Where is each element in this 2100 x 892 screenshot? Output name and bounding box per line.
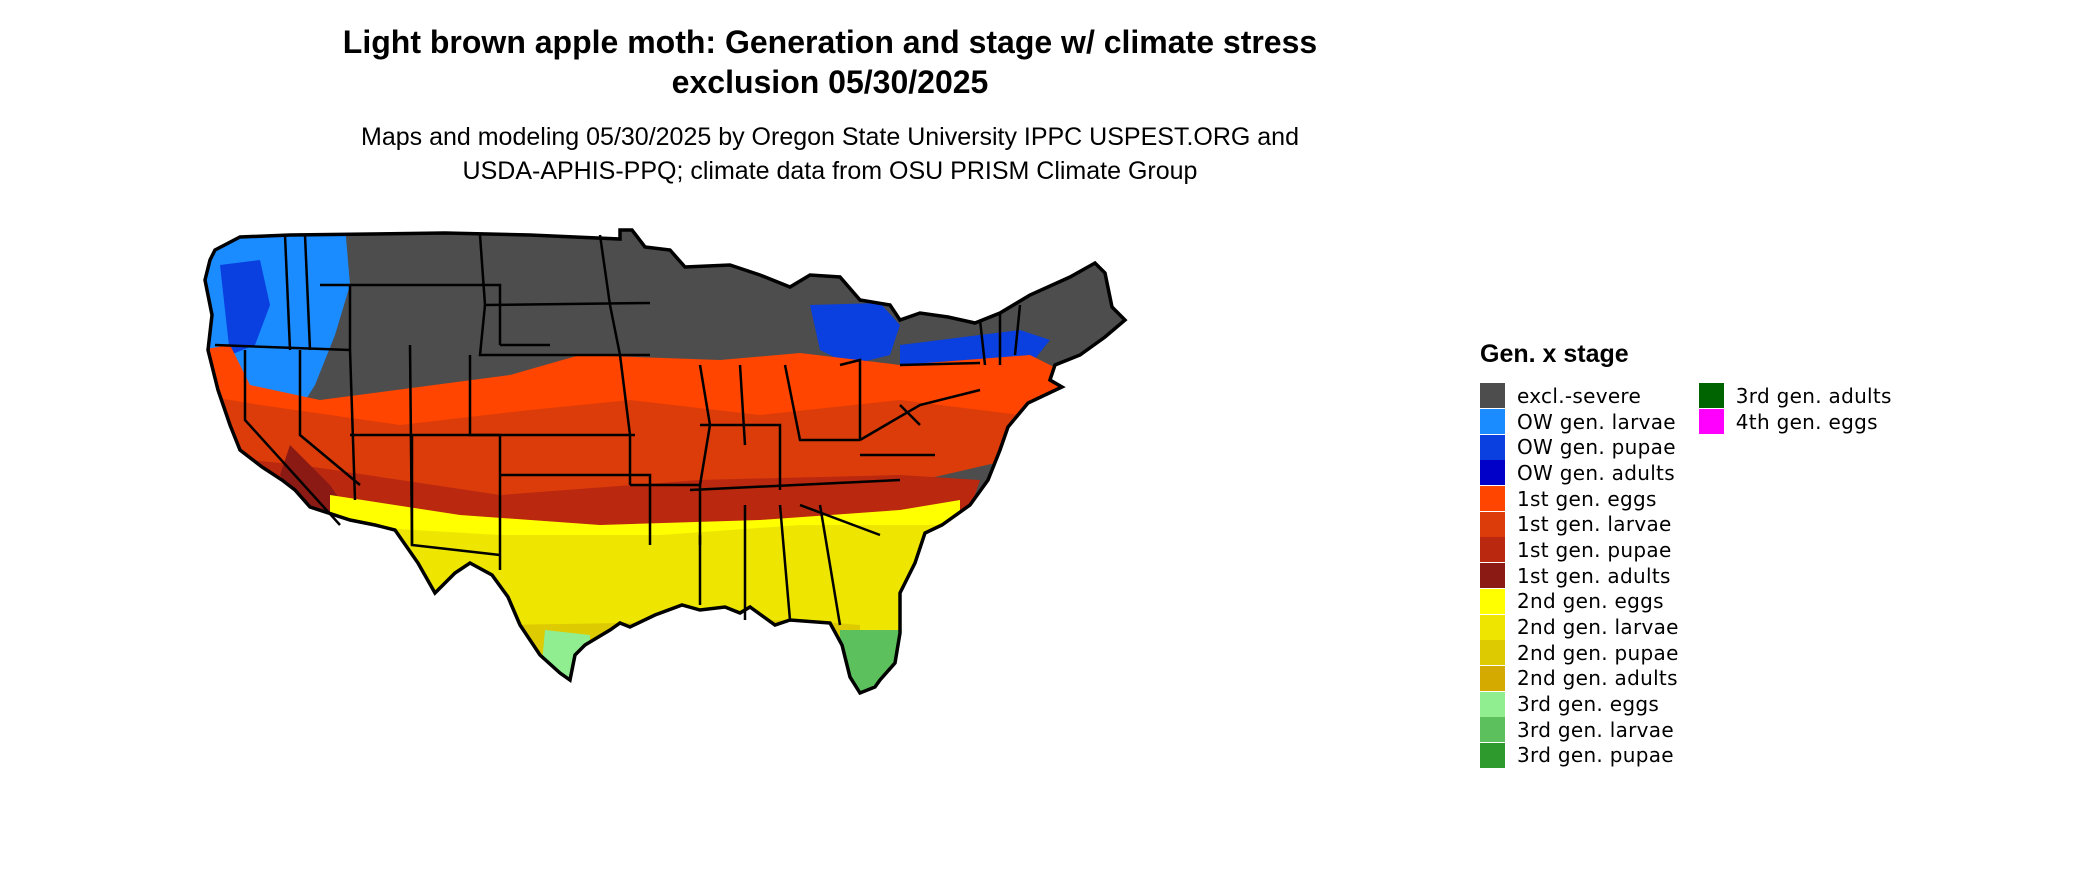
- legend-label: 1st gen. eggs: [1517, 486, 1657, 511]
- legend-swatch: [1480, 691, 1505, 717]
- legend-swatch: [1480, 742, 1505, 768]
- map-legend: Gen. x stage excl.-severe OW gen. larvae…: [1480, 340, 1892, 768]
- legend-item: 3rd gen. eggs: [1480, 691, 1679, 717]
- legend-item: 2nd gen. eggs: [1480, 588, 1679, 615]
- legend-swatch: [1480, 409, 1505, 435]
- map-title-line-1: Light brown apple moth: Generation and s…: [342, 24, 1318, 60]
- legend-label: OW gen. pupae: [1517, 435, 1676, 460]
- legend-item: 1st gen. pupae: [1480, 537, 1679, 563]
- legend-item: 3rd gen. pupae: [1480, 742, 1679, 769]
- legend-swatch: [1480, 511, 1505, 537]
- legend-label: OW gen. larvae: [1517, 409, 1676, 434]
- legend-item: 1st gen. adults: [1480, 563, 1679, 589]
- legend-label: 3rd gen. adults: [1735, 383, 1892, 408]
- legend-label: excl.-severe: [1517, 383, 1642, 408]
- legend-item: OW gen. larvae: [1480, 409, 1679, 435]
- legend-item: 3rd gen. adults: [1698, 383, 1892, 409]
- zone-ow-pupae-west: [220, 260, 270, 355]
- legend-label: 1st gen. pupae: [1517, 537, 1672, 562]
- legend-label: 4th gen. eggs: [1735, 409, 1878, 434]
- zone-3rd-larvae: [840, 630, 920, 693]
- legend-label: 2nd gen. larvae: [1517, 615, 1679, 640]
- map-subtitle-line-1: Maps and modeling 05/30/2025 by Oregon S…: [361, 123, 1299, 151]
- legend-label: 3rd gen. pupae: [1517, 743, 1674, 768]
- legend-item: 1st gen. eggs: [1480, 486, 1679, 512]
- legend-label: 1st gen. adults: [1517, 563, 1671, 588]
- legend-item: 3rd gen. larvae: [1480, 717, 1679, 743]
- legend-swatch: [1480, 537, 1505, 563]
- legend-swatch: [1480, 434, 1505, 460]
- legend-item: 2nd gen. pupae: [1480, 640, 1679, 666]
- zone-ow-pupae-greatlakes: [810, 303, 900, 365]
- legend-column-1: excl.-severe OW gen. larvae OW gen. pupa…: [1480, 383, 1679, 768]
- map-header: Light brown apple moth: Generation and s…: [230, 22, 1430, 188]
- stage-zones: [205, 230, 1125, 693]
- legend-item: 4th gen. eggs: [1698, 409, 1892, 435]
- legend-title: Gen. x stage: [1480, 340, 1629, 368]
- legend-item: OW gen. pupae: [1480, 434, 1679, 460]
- legend-label: OW gen. adults: [1517, 460, 1675, 485]
- legend-label: 2nd gen. eggs: [1517, 589, 1664, 614]
- legend-swatch: [1480, 486, 1505, 512]
- legend-columns: excl.-severe OW gen. larvae OW gen. pupa…: [1480, 383, 1892, 768]
- legend-label: 1st gen. larvae: [1517, 512, 1672, 537]
- map-title: Light brown apple moth: Generation and s…: [230, 22, 1430, 102]
- legend-item: 1st gen. larvae: [1480, 511, 1679, 537]
- map-subtitle-line-2: USDA-APHIS-PPQ; climate data from OSU PR…: [462, 157, 1198, 185]
- legend-label: 3rd gen. larvae: [1517, 717, 1674, 742]
- map-subtitle: Maps and modeling 05/30/2025 by Oregon S…: [230, 120, 1430, 188]
- legend-item: 2nd gen. adults: [1480, 665, 1679, 692]
- legend-swatch: [1480, 383, 1505, 409]
- legend-swatch: [1480, 460, 1505, 486]
- legend-swatch: [1480, 717, 1505, 743]
- map-title-line-2: exclusion 05/30/2025: [671, 64, 989, 100]
- legend-item: excl.-severe: [1480, 383, 1679, 409]
- legend-label: 3rd gen. eggs: [1517, 692, 1660, 717]
- legend-column-2: 3rd gen. adults 4th gen. eggs: [1698, 383, 1892, 768]
- legend-label: 2nd gen. adults: [1517, 666, 1678, 691]
- us-map: [200, 225, 1450, 885]
- legend-swatch: [1480, 563, 1505, 589]
- legend-swatch: [1480, 665, 1505, 691]
- legend-label: 2nd gen. pupae: [1517, 640, 1679, 665]
- legend-item: OW gen. adults: [1480, 460, 1679, 486]
- us-map-svg: [203, 228, 1127, 695]
- state-boundaries: [214, 234, 1022, 626]
- legend-swatch: [1480, 640, 1505, 666]
- legend-swatch: [1480, 614, 1505, 640]
- legend-swatch: [1480, 588, 1505, 614]
- legend-swatch: [1698, 383, 1724, 409]
- legend-swatch: [1698, 409, 1724, 435]
- legend-item: 2nd gen. larvae: [1480, 614, 1679, 640]
